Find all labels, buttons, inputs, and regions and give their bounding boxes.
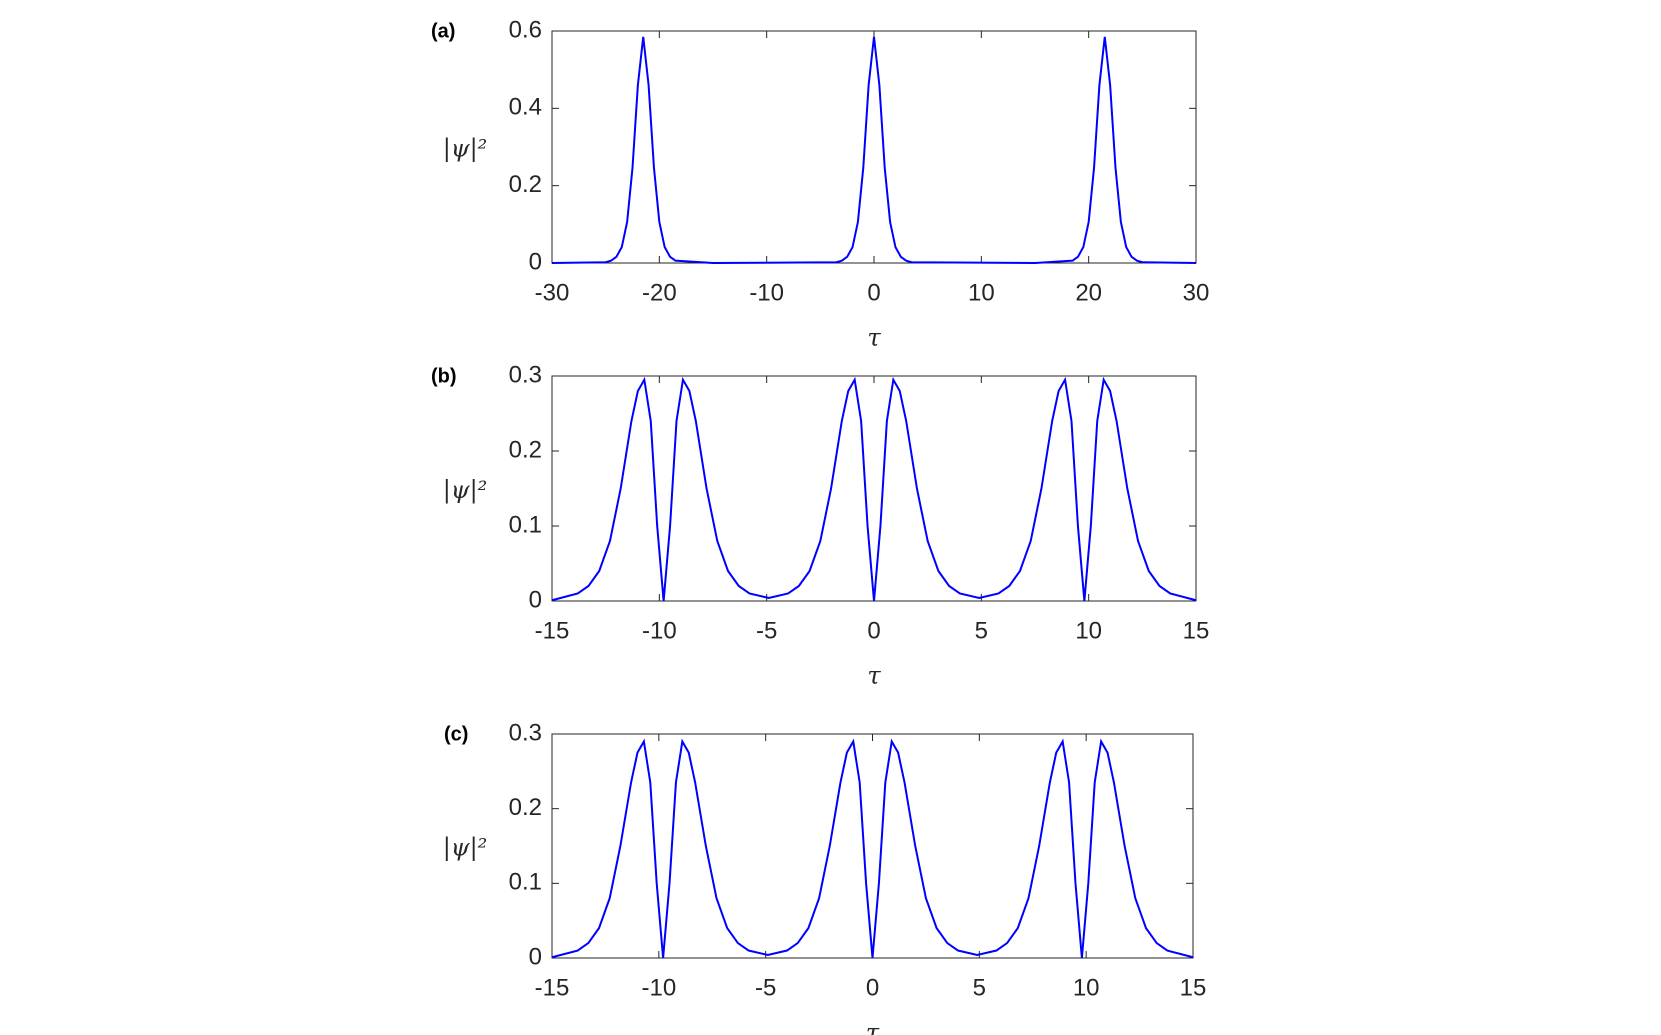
x-axis-label: τ [866,1019,880,1035]
y-axis-label: |ψ|² [443,476,488,505]
data-line [551,376,1197,602]
y-axis-label: |ψ|² [443,135,488,164]
data-line [551,36,1197,265]
y-tick-label: 0.3 [509,719,542,746]
x-tick-label: -20 [642,279,677,306]
data-line [551,738,1194,959]
x-tick-label: 5 [975,617,988,644]
y-tick-label: 0 [529,943,542,970]
x-tick-label: 20 [1075,279,1102,306]
x-tick-label: -10 [642,617,677,644]
y-tick-label: 0 [529,248,542,275]
y-axis-label: |ψ|² [443,834,488,863]
y-tick-label: 0.2 [509,794,542,821]
x-tick-label: -5 [755,974,776,1001]
panel-label: (c) [444,723,468,745]
y-tick-label: 0.1 [509,511,542,538]
y-tick-label: 0.1 [509,869,542,896]
x-tick-label: 0 [867,279,880,306]
x-tick-label: 10 [1073,974,1100,1001]
y-tick-label: 0.2 [509,171,542,198]
x-tick-label: -15 [535,974,570,1001]
x-tick-label: -5 [756,617,777,644]
x-tick-label: -30 [535,279,570,306]
x-axis-label: τ [867,324,881,352]
x-tick-label: 10 [1075,617,1102,644]
x-tick-label: 0 [866,974,879,1001]
y-tick-label: 0.6 [509,16,542,43]
x-tick-label: 15 [1180,974,1207,1001]
y-tick-label: 0.4 [509,94,542,121]
y-tick-label: 0 [529,586,542,613]
x-tick-label: 10 [968,279,995,306]
panel-label: (a) [431,20,455,42]
y-tick-label: 0.2 [509,436,542,463]
x-tick-label: -10 [749,279,784,306]
x-tick-label: 0 [867,617,880,644]
x-tick-label: 30 [1183,279,1210,306]
axes-box [551,30,1197,264]
x-axis-label: τ [867,662,881,690]
y-tick-label: 0.3 [509,361,542,388]
x-tick-label: 15 [1183,617,1210,644]
panel-label: (b) [431,365,457,387]
x-tick-label: 5 [973,974,986,1001]
x-tick-label: -15 [535,617,570,644]
x-tick-label: -10 [641,974,676,1001]
